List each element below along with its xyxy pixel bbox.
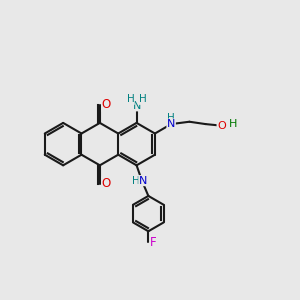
Text: O: O [102, 98, 111, 111]
Text: O: O [102, 177, 111, 190]
Text: N: N [132, 101, 141, 111]
Text: H: H [131, 176, 139, 186]
Text: F: F [150, 236, 157, 249]
Text: N: N [139, 176, 147, 186]
Text: H: H [229, 119, 237, 129]
Text: O: O [217, 121, 226, 130]
Text: H: H [139, 94, 147, 104]
Text: H: H [167, 112, 174, 123]
Text: H: H [127, 94, 134, 104]
Text: N: N [167, 119, 175, 129]
